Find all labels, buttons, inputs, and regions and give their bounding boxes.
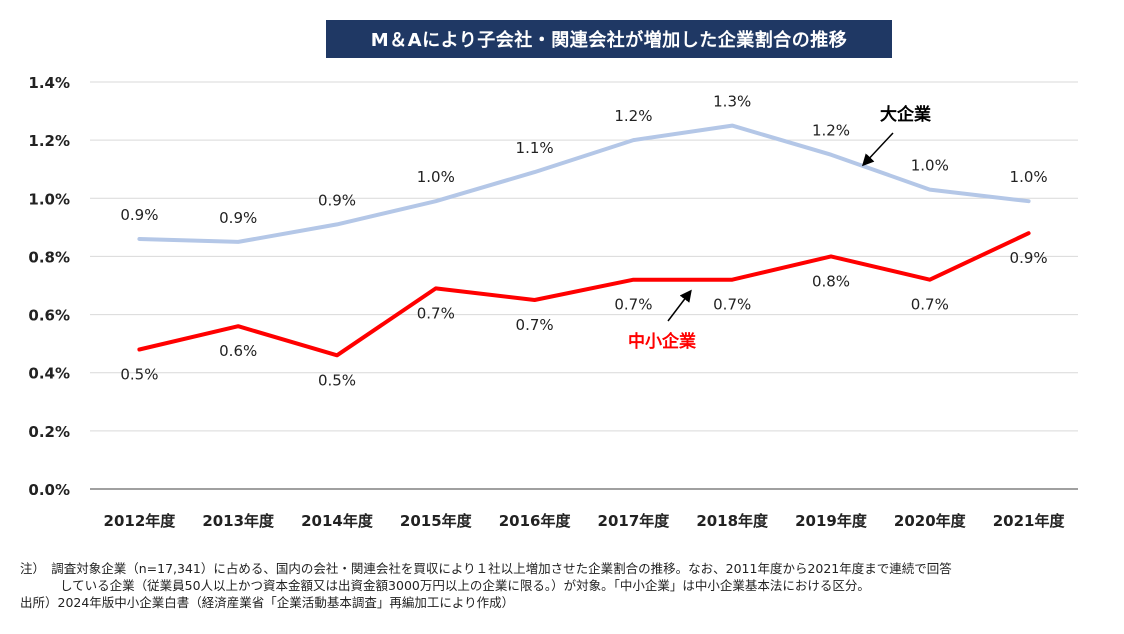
series-name-large: 大企業 [880,104,931,125]
note-line-1: 注） 調査対象企業（n=17,341）に占める、国内の会社・関連会社を買収により… [20,561,952,576]
x-tick-label: 2017年度 [598,512,671,530]
y-tick-label: 0.4% [28,365,70,383]
data-label: 0.7% [516,316,554,334]
series-line [137,123,1031,244]
data-label: 1.0% [417,168,455,186]
x-tick-label: 2020年度 [894,512,967,530]
chart-title: M＆Aにより子会社・関連会社が増加した企業割合の推移 [326,20,892,58]
y-tick-label: 0.8% [28,248,70,266]
source-line: 出所）2024年版中小企業白書（経済産業省「企業活動基本調査」再編加工により作成… [20,595,515,610]
y-tick-label: 1.4% [28,74,70,92]
data-label: 1.0% [1010,168,1048,186]
x-tick-label: 2016年度 [499,512,572,530]
data-label: 0.8% [812,272,850,290]
line-chart: 0.0%0.2%0.4%0.6%0.8%1.0%1.2%1.4% 2012年度 2… [28,74,1078,530]
data-label: 1.2% [812,122,850,140]
x-tick-label: 2013年度 [202,512,275,530]
series-lines [137,123,1031,358]
data-label: 0.5% [120,365,158,383]
data-label: 0.7% [713,296,751,314]
data-labels: 0.9% 0.9% 0.9% 1.0% 1.1% 1.2% 1.3% 1.2% 1.0% 1.0%… [120,93,1047,390]
data-label: 0.7% [911,296,949,314]
x-tick-label: 2014年度 [301,512,374,530]
x-tick-label: 2015年度 [400,512,473,530]
data-label: 0.9% [120,206,158,224]
x-tick-label: 2012年度 [104,512,177,530]
x-axis-ticks: 2012年度 2013年度 2014年度 2015年度 2016年度 2017年度 2018… [104,512,1066,530]
x-tick-label: 2019年度 [795,512,868,530]
data-label: 0.9% [219,209,257,227]
series-arrows [667,132,894,322]
y-tick-label: 0.0% [28,481,70,499]
y-tick-label: 1.2% [28,132,70,150]
data-label: 0.5% [318,371,356,389]
data-label: 0.7% [614,296,652,314]
y-tick-label: 0.2% [28,423,70,441]
data-label: 0.9% [318,191,356,209]
y-tick-label: 1.0% [28,190,70,208]
data-label: 1.3% [713,93,751,111]
x-tick-label: 2018年度 [696,512,769,530]
data-label: 1.2% [614,107,652,125]
arrow-sme [667,289,692,322]
data-label: 1.1% [516,139,554,157]
arrow-large [861,132,894,167]
note-line-2: している企業（従業員50人以上かつ資本金額又は出資金額3000万円以上の企業に限… [60,578,870,593]
footnotes: 注） 調査対象企業（n=17,341）に占める、国内の会社・関連会社を買収により… [20,560,1120,611]
x-tick-label: 2021年度 [993,512,1066,530]
gridlines [90,81,1078,490]
y-axis-ticks: 0.0% 0.2% 0.4% 0.6% 0.8% 1.0% 1.2% 1.4% [28,74,70,499]
data-label: 0.9% [1010,249,1048,267]
data-label: 1.0% [911,157,949,175]
series-name-sme: 中小企業 [628,331,696,352]
data-label: 0.6% [219,342,257,360]
y-tick-label: 0.6% [28,307,70,325]
data-label: 0.7% [417,304,455,322]
series-line [137,231,1031,358]
